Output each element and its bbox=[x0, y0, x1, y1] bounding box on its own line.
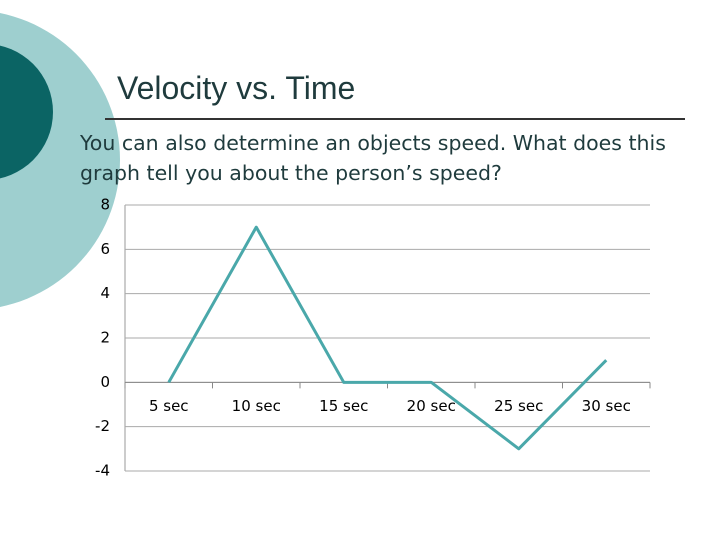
y-tick-label: -4 bbox=[95, 462, 110, 480]
y-tick-label: 2 bbox=[100, 329, 110, 347]
x-tick-label: 30 sec bbox=[582, 397, 631, 415]
title-rule bbox=[105, 118, 685, 120]
decor-circle-dark bbox=[0, 45, 53, 179]
slide-body: You can also determine an objects speed.… bbox=[80, 131, 666, 185]
slide-title: Velocity vs. Time bbox=[117, 70, 356, 106]
x-tick-label: 20 sec bbox=[407, 397, 456, 415]
y-tick-label: -2 bbox=[95, 417, 110, 435]
y-tick-label: 0 bbox=[100, 373, 110, 391]
x-tick-label: 10 sec bbox=[232, 397, 281, 415]
y-tick-label: 6 bbox=[100, 240, 110, 258]
y-tick-label: 4 bbox=[100, 284, 110, 302]
y-tick-label: 8 bbox=[100, 196, 110, 214]
line-series bbox=[167, 225, 608, 451]
x-tick-label: 5 sec bbox=[149, 397, 189, 415]
x-tick-label: 25 sec bbox=[494, 397, 543, 415]
x-tick-label: 15 sec bbox=[319, 397, 368, 415]
